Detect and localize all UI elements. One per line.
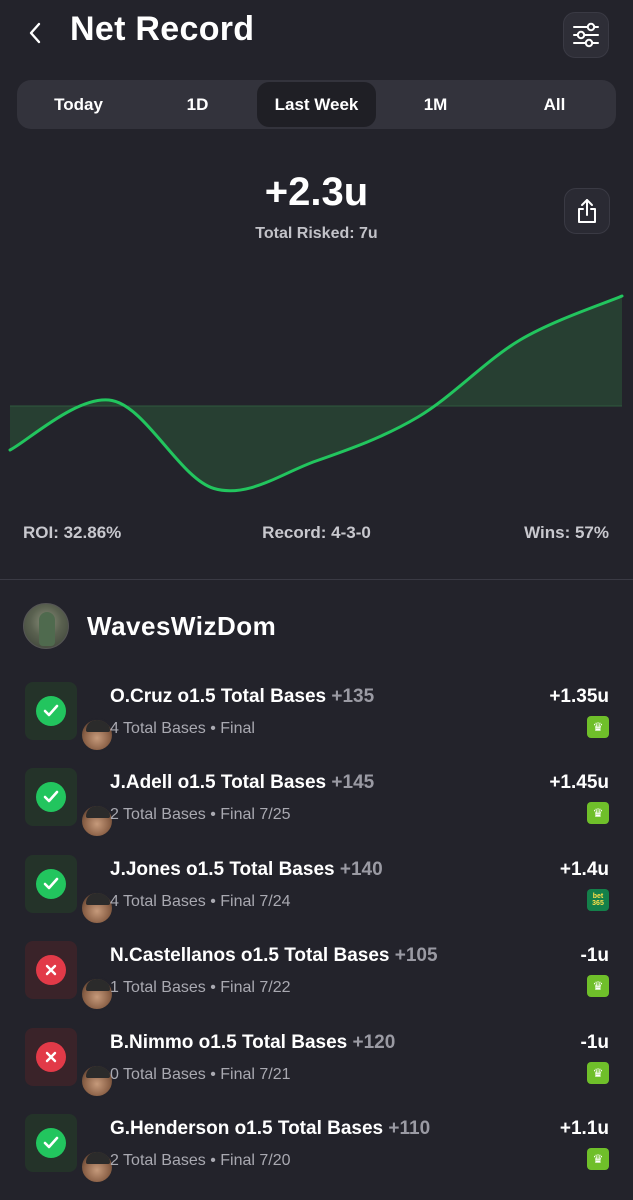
bet365-logo-icon: bet 365 xyxy=(587,888,609,911)
page-title: Net Record xyxy=(70,10,255,48)
bet-result: -1u xyxy=(580,1031,610,1053)
status-box xyxy=(25,941,114,1012)
roi-stat: ROI: 32.86% xyxy=(23,523,122,542)
bet-result: +1.35u xyxy=(549,686,609,707)
tab-1m[interactable]: 1M xyxy=(423,94,448,114)
divider xyxy=(0,579,633,580)
bet-odds: +110 xyxy=(388,1117,431,1139)
bet-list: O.Cruz o1.5 Total Bases +135 4 Total Bas… xyxy=(0,680,633,1198)
x-icon xyxy=(36,1041,66,1072)
bet-row[interactable]: G.Henderson o1.5 Total Bases +110 2 Tota… xyxy=(0,1112,633,1198)
tab-last-week[interactable]: Last Week xyxy=(257,82,376,127)
bet-title-text: O.Cruz o1.5 Total Bases xyxy=(110,686,327,707)
status-box xyxy=(25,1027,114,1098)
checkmark-icon xyxy=(36,1127,66,1158)
chevron-left-icon xyxy=(29,22,41,44)
chart-line xyxy=(8,294,624,493)
bet-title: N.Castellanos o1.5 Total Bases +105 xyxy=(110,945,438,967)
bet-odds: +105 xyxy=(394,945,438,967)
bet-odds: +120 xyxy=(352,1031,396,1053)
bet-title: J.Jones o1.5 Total Bases +140 xyxy=(110,859,383,881)
draftkings-logo-icon: ♛ xyxy=(587,975,609,998)
bet-row[interactable]: J.Jones o1.5 Total Bases +140 4 Total Ba… xyxy=(0,853,633,939)
net-units-value: +2.3u xyxy=(264,170,369,214)
tab-today[interactable]: Today xyxy=(54,94,103,114)
status-box xyxy=(25,768,114,839)
bet-title: O.Cruz o1.5 Total Bases +135 xyxy=(110,686,374,708)
player-photo xyxy=(80,1063,114,1098)
bet-subtitle: 2 Total Bases • Final 7/20 xyxy=(110,1151,291,1169)
total-risked-label: Total Risked: 7u xyxy=(255,225,378,242)
bet-row[interactable]: B.Nimmo o1.5 Total Bases +120 0 Total Ba… xyxy=(0,1026,633,1112)
tab-all[interactable]: All xyxy=(543,94,566,114)
stats-row: ROI: 32.86% Record: 4-3-0 Wins: 57% xyxy=(0,523,633,547)
bet-result: +1.4u xyxy=(559,858,609,880)
x-icon xyxy=(36,955,66,986)
status-box xyxy=(25,854,114,925)
net-record-chart xyxy=(8,294,624,493)
status-box xyxy=(25,1113,114,1184)
draftkings-logo-icon: ♛ xyxy=(587,1147,609,1170)
bet-subtitle: 1 Total Bases • Final 7/22 xyxy=(110,979,291,997)
wins-stat: Wins: 57% xyxy=(524,523,609,542)
bet-odds: +135 xyxy=(331,686,375,707)
bet-row[interactable]: J.Adell o1.5 Total Bases +145 2 Total Ba… xyxy=(0,766,633,852)
bet-odds: +140 xyxy=(339,858,383,880)
bet-subtitle: 4 Total Bases • Final 7/24 xyxy=(110,892,291,910)
bet-title-text: G.Henderson o1.5 Total Bases xyxy=(110,1117,384,1139)
bet-title-text: J.Adell o1.5 Total Bases xyxy=(110,772,327,794)
bet-result: +1.45u xyxy=(549,772,609,794)
share-icon xyxy=(578,199,596,223)
back-button[interactable] xyxy=(20,18,50,48)
sliders-icon xyxy=(573,22,599,48)
bet-title-text: B.Nimmo o1.5 Total Bases xyxy=(110,1031,348,1053)
avatar[interactable] xyxy=(23,603,69,649)
player-photo xyxy=(80,804,114,839)
filter-button[interactable] xyxy=(563,12,609,58)
bet-result: -1u xyxy=(580,945,610,967)
bet-subtitle: 0 Total Bases • Final 7/21 xyxy=(110,1065,291,1083)
bet-title-text: N.Castellanos o1.5 Total Bases xyxy=(110,945,390,967)
player-photo xyxy=(80,718,114,752)
checkmark-icon xyxy=(36,696,66,726)
bet-row[interactable]: N.Castellanos o1.5 Total Bases +105 1 To… xyxy=(0,939,633,1025)
bet-title-text: J.Jones o1.5 Total Bases xyxy=(110,858,335,880)
checkmark-icon xyxy=(36,868,66,899)
draftkings-logo-icon: ♛ xyxy=(587,1061,609,1084)
draftkings-logo-icon: ♛ xyxy=(587,716,609,738)
player-photo xyxy=(80,890,114,925)
bet-title: B.Nimmo o1.5 Total Bases +120 xyxy=(110,1032,395,1054)
username: WavesWizDom xyxy=(87,610,277,641)
bet-title: J.Adell o1.5 Total Bases +145 xyxy=(110,772,374,794)
bet-row[interactable]: O.Cruz o1.5 Total Bases +135 4 Total Bas… xyxy=(0,680,633,766)
bet-odds: +145 xyxy=(331,772,375,794)
time-range-tabs: Today 1D Last Week 1M All xyxy=(17,80,616,129)
draftkings-logo-icon: ♛ xyxy=(587,802,609,825)
bet-result: +1.1u xyxy=(559,1117,609,1139)
bet-title: G.Henderson o1.5 Total Bases +110 xyxy=(110,1118,430,1140)
player-photo xyxy=(80,977,114,1012)
user-header[interactable]: WavesWizDom xyxy=(23,602,276,650)
bet-subtitle: 2 Total Bases • Final 7/25 xyxy=(110,806,291,824)
tab-1d[interactable]: 1D xyxy=(186,94,209,114)
bet-subtitle: 4 Total Bases • Final xyxy=(110,720,255,737)
status-box xyxy=(25,682,114,752)
player-photo xyxy=(80,1149,114,1184)
share-button[interactable] xyxy=(564,188,610,234)
header: Net Record xyxy=(0,0,633,70)
checkmark-icon xyxy=(36,782,66,813)
